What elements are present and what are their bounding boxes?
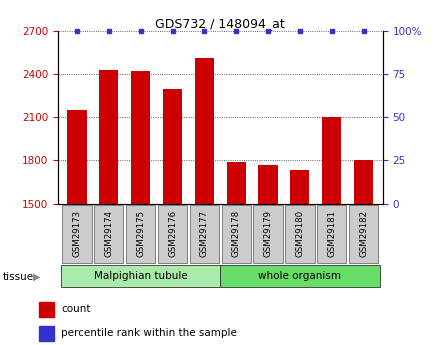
FancyBboxPatch shape (190, 205, 219, 263)
FancyBboxPatch shape (222, 205, 251, 263)
Text: GSM29177: GSM29177 (200, 210, 209, 257)
Text: percentile rank within the sample: percentile rank within the sample (61, 328, 237, 338)
FancyBboxPatch shape (220, 265, 380, 287)
FancyBboxPatch shape (62, 205, 92, 263)
Text: GSM29180: GSM29180 (295, 210, 304, 257)
Bar (67, 110, 86, 345)
Text: ▶: ▶ (32, 272, 40, 282)
Bar (227, 162, 246, 345)
Text: GSM29176: GSM29176 (168, 210, 177, 257)
Bar (39, 326, 54, 341)
Bar (39, 302, 54, 316)
FancyBboxPatch shape (61, 265, 220, 287)
Text: whole organism: whole organism (259, 271, 341, 281)
Bar (163, 89, 182, 345)
Bar (290, 170, 309, 345)
Bar (195, 58, 214, 345)
Text: GSM29175: GSM29175 (136, 210, 145, 257)
Text: Malpighian tubule: Malpighian tubule (94, 271, 187, 281)
Bar (354, 160, 373, 345)
Bar (99, 70, 118, 345)
FancyBboxPatch shape (126, 205, 155, 263)
Text: GSM29174: GSM29174 (104, 210, 113, 257)
Text: GSM29179: GSM29179 (263, 210, 272, 257)
FancyBboxPatch shape (253, 205, 283, 263)
Text: count: count (61, 304, 91, 314)
Title: GDS732 / 148094_at: GDS732 / 148094_at (155, 17, 285, 30)
FancyBboxPatch shape (94, 205, 123, 263)
FancyBboxPatch shape (317, 205, 346, 263)
Text: GSM29173: GSM29173 (73, 210, 81, 257)
FancyBboxPatch shape (285, 205, 315, 263)
Text: GSM29182: GSM29182 (359, 210, 368, 257)
Text: GSM29178: GSM29178 (232, 210, 241, 257)
FancyBboxPatch shape (349, 205, 378, 263)
Text: GSM29181: GSM29181 (327, 210, 336, 257)
Bar (131, 71, 150, 345)
Text: tissue: tissue (2, 272, 33, 282)
Bar (322, 117, 341, 345)
FancyBboxPatch shape (158, 205, 187, 263)
Bar (259, 165, 278, 345)
